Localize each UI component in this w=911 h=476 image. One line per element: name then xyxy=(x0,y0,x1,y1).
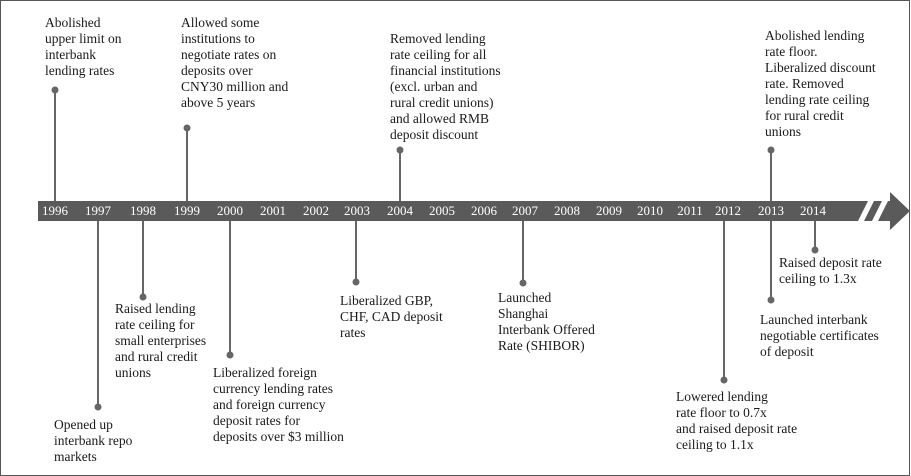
event-text: negotiate rates on xyxy=(181,47,276,62)
event-text: and raised deposit rate xyxy=(676,421,797,436)
event-text: Raised lending xyxy=(115,301,196,316)
event-text: Launched xyxy=(498,290,551,305)
year-label: 2006 xyxy=(471,203,498,218)
event-text: Liberalized discount xyxy=(765,60,876,75)
event-text: deposit discount xyxy=(390,127,478,142)
event-dot xyxy=(94,403,102,411)
year-label: 1996 xyxy=(42,203,69,218)
event-dot xyxy=(226,351,234,359)
event-text: rates xyxy=(340,325,365,340)
event-text: ceiling to 1.1x xyxy=(676,437,754,452)
event-text: Launched interbank xyxy=(760,312,868,327)
event-text: negotiable certificates xyxy=(760,328,879,343)
event-text: rate floor to 0.7x xyxy=(676,405,767,420)
break-mark xyxy=(872,201,888,221)
event-dot xyxy=(519,279,527,287)
event-text: Liberalized GBP, xyxy=(340,293,433,308)
event-text: and rural credit xyxy=(115,349,198,364)
event-text: Allowed some xyxy=(181,15,259,30)
event-text: rate ceiling for all xyxy=(390,47,487,62)
event-text: and allowed RMB xyxy=(390,111,489,126)
year-label: 2004 xyxy=(387,203,414,218)
content: 1996 1997 1998 1999 2000 2001 2002 2003 2004 2005… xyxy=(42,15,882,464)
event-text: unions xyxy=(115,365,151,380)
year-label: 1999 xyxy=(174,203,200,218)
event-text: Liberalized foreign xyxy=(213,365,317,380)
event-text: lending rates xyxy=(45,63,114,78)
event-text: Abolished lending xyxy=(765,28,865,43)
event-text: rate floor. xyxy=(765,44,817,59)
event-text: small enterprises xyxy=(115,333,206,348)
event-dot xyxy=(720,376,728,384)
event-dot xyxy=(139,293,147,301)
event-text: currency lending rates xyxy=(213,381,333,396)
event-text: rural credit unions) xyxy=(390,95,493,110)
year-label: 2014 xyxy=(800,203,827,218)
year-label: 2003 xyxy=(344,203,370,218)
year-label: 2013 xyxy=(758,203,784,218)
event-text: Removed lending xyxy=(390,31,486,46)
year-label: 2009 xyxy=(596,203,622,218)
year-label: 1997 xyxy=(85,203,112,218)
event-text: Interbank Offered xyxy=(498,322,595,337)
year-label: 2012 xyxy=(715,203,741,218)
event-text: CHF, CAD deposit xyxy=(340,309,443,324)
year-label: 2002 xyxy=(303,203,329,218)
event-text: interbank repo xyxy=(54,433,133,448)
timeline-bar xyxy=(38,192,910,230)
event-text: ceiling to 1.3x xyxy=(779,271,857,286)
event-text: Opened up xyxy=(54,417,113,432)
event-text: of deposit xyxy=(760,344,814,359)
event-text: unions xyxy=(765,124,801,139)
event-text: (excl. urban and xyxy=(390,79,478,94)
break-mark xyxy=(858,201,874,221)
event-text: and foreign currency xyxy=(213,397,326,412)
event-text: for rural credit xyxy=(765,108,844,123)
event-text: deposits over xyxy=(181,63,253,78)
year-label: 1998 xyxy=(130,203,156,218)
event-text: above 5 years xyxy=(181,95,255,110)
event-text: rate ceiling for xyxy=(115,317,195,332)
year-label: 2001 xyxy=(260,203,286,218)
event-text: deposit rates for xyxy=(213,413,300,428)
year-label: 2005 xyxy=(429,203,455,218)
year-label: 2011 xyxy=(677,203,703,218)
event-text: lending rate ceiling xyxy=(765,92,869,107)
event-text: Raised deposit rate xyxy=(779,255,882,270)
event-text: upper limit on xyxy=(45,31,122,46)
event-text: deposits over $3 million xyxy=(213,429,344,444)
event-dot xyxy=(352,278,360,286)
event-text: CNY30 million and xyxy=(181,79,288,94)
event-text: markets xyxy=(54,449,97,464)
event-dot xyxy=(811,246,819,254)
event-dot xyxy=(396,146,404,154)
event-text: Lowered lending xyxy=(676,389,768,404)
year-label: 2000 xyxy=(217,203,243,218)
event-dot xyxy=(51,86,59,94)
year-label: 2010 xyxy=(637,203,663,218)
event-text: institutions to xyxy=(181,31,255,46)
year-label: 2008 xyxy=(554,203,580,218)
event-text: Rate (SHIBOR) xyxy=(498,338,585,353)
event-text: Shanghai xyxy=(498,306,548,321)
event-text: financial institutions xyxy=(390,63,501,78)
event-dot xyxy=(767,146,775,154)
event-text: interbank xyxy=(45,47,96,62)
event-text: rate. Removed xyxy=(765,76,844,91)
event-dot xyxy=(767,296,775,304)
event-dot xyxy=(183,124,191,132)
event-text: Abolished xyxy=(45,15,101,30)
year-label: 2007 xyxy=(512,203,539,218)
